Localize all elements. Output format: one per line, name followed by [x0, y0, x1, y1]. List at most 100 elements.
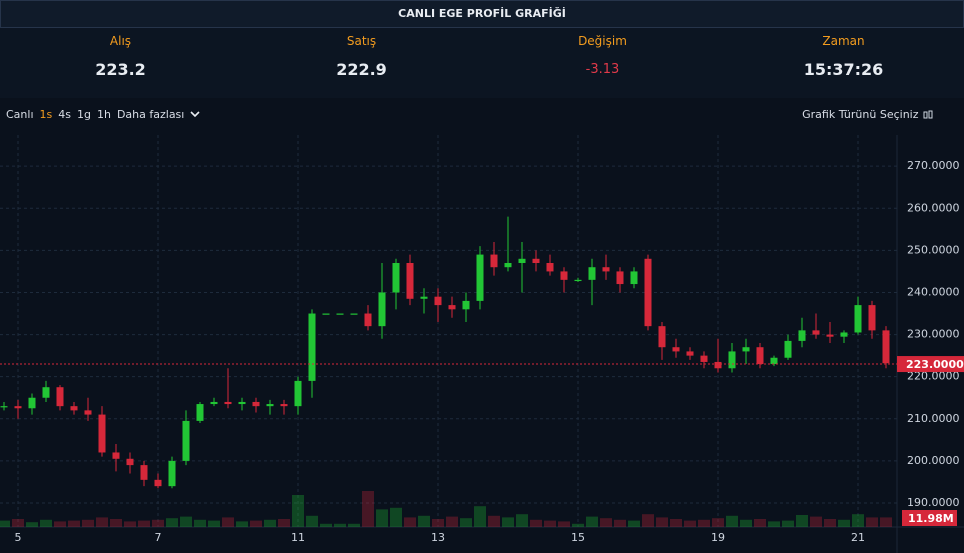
volume-bar [348, 523, 360, 527]
stat: Alış 223.2 [0, 28, 241, 98]
candle-body [840, 332, 848, 337]
candle-icon [923, 110, 933, 119]
y-tick-label: 240.0000 [907, 285, 960, 298]
volume-bar [222, 517, 234, 527]
stat-label: Değişim [578, 34, 627, 48]
volume-bar [96, 517, 108, 527]
volume-bar [250, 520, 262, 527]
candle-body [728, 351, 736, 369]
volume-bar [642, 514, 654, 527]
volume-bar [376, 509, 388, 527]
candle-body [700, 355, 708, 362]
toolbar-item[interactable]: 1g [76, 108, 91, 121]
candle-body [378, 292, 386, 327]
toolbar-item[interactable]: Canlı [6, 108, 34, 121]
volume-bar [838, 519, 850, 527]
toolbar-item[interactable]: 1h [96, 108, 111, 121]
volume-bar [418, 515, 430, 527]
y-tick-label: 250.0000 [907, 243, 960, 256]
candle-body [756, 347, 764, 365]
candle-body [630, 271, 638, 285]
volume-bar [194, 519, 206, 527]
stat: Zaman 15:37:26 [723, 28, 964, 98]
dropdown-arrow [190, 108, 200, 121]
volume-bar [880, 517, 892, 527]
chart-type-button[interactable]: Grafik Türünü Seçiniz [796, 108, 934, 121]
candle-body [532, 258, 540, 263]
toolbar: Canlı 1s 4s 1g 1h Daha fazlası Grafik Türünü S… [0, 108, 964, 126]
volume-bar [572, 523, 584, 527]
chart-type-label[interactable]: Grafik Türünü Seçiniz [802, 108, 919, 121]
candle-body [224, 401, 232, 405]
volume-bar [782, 520, 794, 527]
volume-bar [656, 517, 668, 527]
volume-bar [138, 520, 150, 527]
volume-bar [866, 517, 878, 527]
stat-value: 222.9 [336, 60, 387, 79]
candle-body [574, 279, 582, 282]
candle-body [560, 271, 568, 280]
volume-bar [26, 522, 38, 527]
candle-body [770, 357, 778, 365]
volume-bar [810, 516, 822, 527]
candle-body [882, 330, 890, 364]
candle-body [238, 401, 246, 405]
volume-bar [306, 515, 318, 527]
candle-body [812, 330, 820, 335]
candle-body [252, 401, 260, 407]
candle-body [364, 313, 372, 327]
volume-bar [362, 491, 374, 527]
candle-body [420, 296, 428, 299]
candle-body [658, 326, 666, 348]
y-tick-label: 260.0000 [907, 201, 960, 214]
candle-body [672, 347, 680, 352]
volume-bar [516, 514, 528, 527]
last-price-box [897, 356, 964, 373]
volume-bar [684, 520, 696, 527]
volume-bar [124, 521, 136, 527]
candle-body [826, 334, 834, 337]
volume-bar [558, 521, 570, 527]
title: CANLI EGE PROFİL GRAFİĞİ [398, 7, 566, 20]
y-tick-label: 220.0000 [907, 370, 960, 383]
volume-bar [292, 495, 304, 527]
volume-bar [264, 519, 276, 527]
volume-bar [278, 519, 290, 527]
toolbar-item[interactable]: 1s [39, 108, 53, 121]
volume-bar [670, 519, 682, 527]
candle-body [322, 313, 330, 315]
candle-body [350, 313, 358, 315]
candle-body [126, 458, 134, 466]
candle-body [70, 406, 78, 411]
candle-body [168, 460, 176, 487]
candle-body [336, 313, 344, 315]
volume-bar [754, 519, 766, 527]
last-price-label: 223.0000 [906, 358, 964, 371]
stat: Değişim -3.13 [482, 28, 723, 98]
toolbar-item[interactable]: 4s [58, 108, 71, 121]
stat-label: Zaman [822, 34, 865, 48]
x-tick-label: 21 [851, 531, 865, 544]
toolbar-item[interactable]: Daha fazlası [116, 108, 185, 121]
volume-bar [698, 519, 710, 527]
volume-bar [628, 520, 640, 527]
y-tick-label: 270.0000 [907, 159, 960, 172]
volume-bar [152, 519, 164, 527]
candle-body [854, 305, 862, 333]
volume-bar [796, 515, 808, 527]
candle-body [462, 300, 470, 310]
volume-bar [502, 517, 514, 527]
volume-bar [180, 516, 192, 527]
candle-body [476, 254, 484, 301]
candle-body [448, 305, 456, 310]
candle-body [798, 330, 806, 341]
candle-body [56, 387, 64, 407]
volume-bar [712, 518, 724, 527]
volume-bar [82, 519, 94, 527]
volume-bar [390, 507, 402, 527]
volume-label: 11.98M [908, 512, 954, 525]
candle-body [28, 397, 36, 409]
candle-body [868, 305, 876, 331]
volume-bar [320, 523, 332, 527]
